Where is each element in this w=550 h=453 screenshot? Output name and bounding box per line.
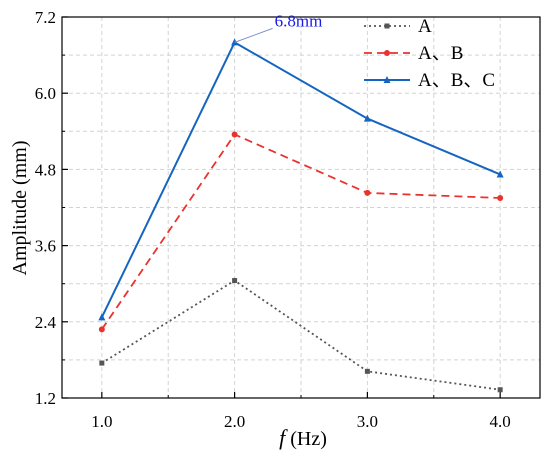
data-point-series-3	[363, 114, 371, 122]
data-point-series-2	[364, 189, 371, 196]
y-tick-label: 6.0	[35, 84, 56, 103]
data-point-series-1	[99, 360, 105, 366]
legend-label-3: A、B、C	[418, 70, 495, 91]
legend: A A、B A、B、C	[364, 16, 495, 91]
series-line-2	[101, 133, 501, 330]
series-line-3	[100, 40, 501, 318]
legend-label-1: A	[418, 16, 432, 37]
data-point-series-2	[497, 194, 504, 201]
legend-marker-3	[383, 76, 391, 83]
x-tick-label: 2.0	[224, 412, 245, 431]
x-axis-title: f (Hz)	[279, 425, 327, 450]
annotation-leader-line	[234, 27, 273, 43]
data-point-series-3	[496, 170, 504, 178]
data-point-series-2	[231, 131, 238, 138]
data-point-series-1	[497, 387, 503, 393]
x-axis-title-symbol: f	[279, 425, 288, 450]
x-tick-label: 1.0	[91, 412, 112, 431]
y-tick-label: 3.6	[35, 237, 56, 256]
annotation-label: 6.8mm	[275, 11, 323, 30]
y-tick-label: 1.2	[35, 389, 56, 408]
y-axis-title: Amplitude (mm)	[9, 141, 31, 276]
y-tick-label: 4.8	[35, 160, 56, 179]
y-tick-label: 2.4	[35, 313, 57, 332]
y-tick-label: 7.2	[35, 8, 56, 27]
legend-marker-1	[384, 23, 390, 29]
data-point-series-2	[98, 326, 105, 333]
x-tick-label: 4.0	[490, 412, 511, 431]
data-point-series-1	[364, 368, 370, 374]
data-point-series-3	[98, 313, 106, 321]
axes: 1.2 2.4 3.6 4.8 6.0 7.2 1.0 2.0 3.0 4.0	[35, 8, 541, 431]
data-point-series-1	[232, 278, 238, 284]
x-tick-label: 3.0	[357, 412, 378, 431]
x-axis-title-unit: (Hz)	[285, 428, 327, 450]
legend-marker-2	[384, 50, 390, 56]
series-line-1	[101, 279, 501, 391]
annotation: 6.8mm	[234, 11, 323, 43]
legend-label-2: A、B	[418, 43, 463, 64]
